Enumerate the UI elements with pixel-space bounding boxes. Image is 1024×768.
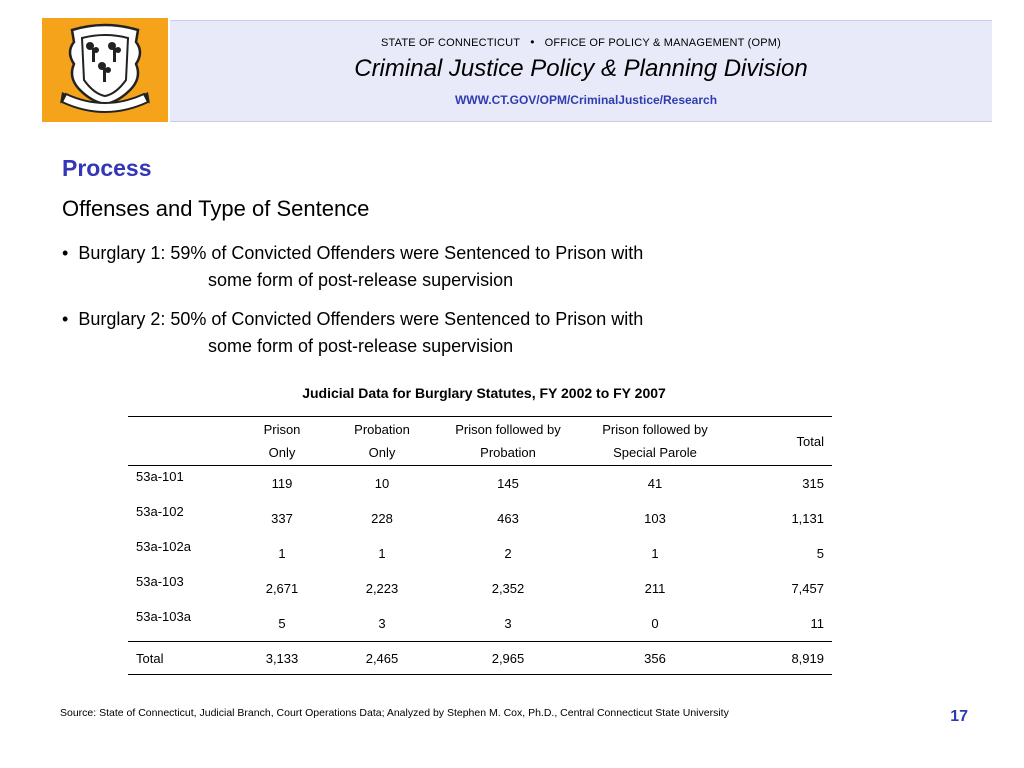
website-link[interactable]: WWW.CT.GOV/OPM/CriminalJustice/Research bbox=[454, 93, 718, 107]
table-cell: 2 bbox=[504, 546, 512, 561]
statute-cell: 53a-102 bbox=[136, 504, 184, 519]
row-total-cell: 1,131 bbox=[791, 511, 824, 526]
table-cell: 2,465 bbox=[365, 650, 399, 666]
column-header bbox=[128, 417, 238, 466]
bullet-text: Burglary 1: 59% of Convicted Offenders w… bbox=[78, 243, 644, 263]
table-cell: 145 bbox=[497, 476, 519, 491]
statute-cell: 53a-102a bbox=[136, 539, 191, 554]
table-cell: 2,352 bbox=[491, 581, 525, 596]
column-header-probation-only: Probation Only bbox=[354, 422, 410, 460]
column-header-prison-probation: Prison followed by Probation bbox=[455, 422, 561, 460]
table-total-row: Total 3,133 2,465 2,965 356 8,919 bbox=[128, 641, 832, 675]
statute-cell: 53a-103a bbox=[136, 609, 191, 624]
table-cell: 3 bbox=[378, 616, 386, 631]
table-cell: 228 bbox=[371, 511, 393, 526]
bullet-burglary-2: • Burglary 2: 50% of Convicted Offenders… bbox=[62, 306, 643, 360]
section-title: Process bbox=[62, 155, 152, 181]
bullet-text: Burglary 2: 50% of Convicted Offenders w… bbox=[78, 309, 644, 329]
table-cell: 2,671 bbox=[265, 581, 299, 596]
table-cell: 211 bbox=[644, 581, 666, 596]
table-cell: 3 bbox=[504, 616, 512, 631]
agency-line: STATE OF CONNECTICUT • OFFICE OF POLICY & … bbox=[170, 35, 992, 49]
source-note: Source: State of Connecticut, Judicial B… bbox=[60, 707, 729, 719]
logo-box bbox=[42, 18, 168, 122]
bullet-line: • Burglary 2: 50% of Convicted Offenders… bbox=[62, 306, 643, 333]
table-cell: 10 bbox=[374, 476, 390, 491]
table-cell: 5 bbox=[278, 616, 286, 631]
table-cell: 1 bbox=[378, 546, 386, 561]
statute-cell: 53a-101 bbox=[136, 469, 184, 484]
column-header-total: Total bbox=[796, 433, 824, 449]
table-cell: 463 bbox=[497, 511, 519, 526]
burglary-data-table: Prison Only Probation Only Prison followed… bbox=[128, 416, 832, 675]
bullet-burglary-1: • Burglary 1: 59% of Convicted Offenders… bbox=[62, 240, 643, 294]
statute-cell: 53a-103 bbox=[136, 574, 184, 589]
table-title: Judicial Data for Burglary Statutes, FY … bbox=[302, 385, 666, 401]
row-total-cell: 11 bbox=[810, 616, 825, 631]
table-cell: 337 bbox=[271, 511, 293, 526]
state-label: STATE OF CONNECTICUT bbox=[380, 37, 521, 49]
column-header-prison-parole: Prison followed by Special Parole bbox=[602, 422, 708, 460]
table-cell: 1 bbox=[278, 546, 286, 561]
division-title: Criminal Justice Policy & Planning Divis… bbox=[354, 55, 808, 82]
slide-subtitle: Offenses and Type of Sentence bbox=[62, 196, 370, 221]
bullet-marker: • bbox=[62, 309, 69, 329]
table-header-row: Prison Only Probation Only Prison followed… bbox=[128, 416, 832, 466]
table-cell: 356 bbox=[644, 650, 666, 666]
table-row: 53a-102 337 228 463 103 1,131 bbox=[128, 501, 832, 536]
bullet-continuation: some form of post-release supervision bbox=[208, 336, 514, 356]
row-total-cell: 5 bbox=[816, 546, 824, 561]
table-cell: 103 bbox=[644, 511, 666, 526]
separator-dot: • bbox=[530, 35, 535, 49]
table-cell: 3,133 bbox=[265, 650, 299, 666]
connecticut-seal-icon bbox=[60, 23, 150, 113]
row-total-cell: 315 bbox=[802, 476, 824, 491]
grand-total-cell: 8,919 bbox=[791, 650, 824, 666]
table-cell: 119 bbox=[271, 476, 293, 491]
table-row: 53a-103 2,671 2,223 2,352 211 7,457 bbox=[128, 571, 832, 606]
table-cell: 2,965 bbox=[491, 650, 525, 666]
header-band: STATE OF CONNECTICUT • OFFICE OF POLICY & … bbox=[170, 20, 992, 122]
table-cell: 2,223 bbox=[365, 581, 399, 596]
bullet-line: • Burglary 1: 59% of Convicted Offenders… bbox=[62, 240, 643, 267]
total-label-cell: Total bbox=[136, 650, 164, 666]
table-cell: 1 bbox=[651, 546, 659, 561]
table-row: 53a-103a 5 3 3 0 11 bbox=[128, 606, 832, 642]
office-label: OFFICE OF POLICY & MANAGEMENT (OPM) bbox=[544, 37, 782, 49]
table-cell: 41 bbox=[647, 476, 663, 491]
table-row: 53a-102a 1 1 2 1 5 bbox=[128, 536, 832, 571]
bullet-marker: • bbox=[62, 243, 69, 263]
table-row: 53a-101 119 10 145 41 315 bbox=[128, 466, 832, 502]
slide-header: STATE OF CONNECTICUT • OFFICE OF POLICY & … bbox=[40, 18, 992, 122]
page-number: 17 bbox=[950, 708, 968, 725]
bullet-continuation: some form of post-release supervision bbox=[208, 270, 514, 290]
column-header-prison-only: Prison Only bbox=[263, 422, 301, 460]
table-cell: 0 bbox=[651, 616, 659, 631]
row-total-cell: 7,457 bbox=[791, 581, 824, 596]
